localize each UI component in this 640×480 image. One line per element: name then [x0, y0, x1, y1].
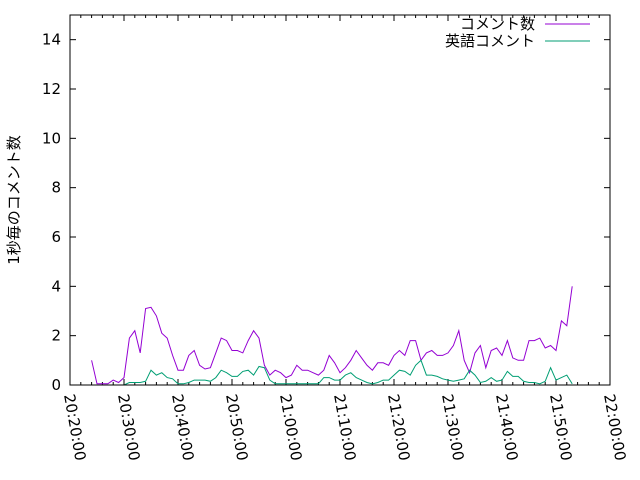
series-group [91, 286, 573, 386]
y-tick-label: 2 [51, 327, 61, 345]
x-tick-label: 21:30:00 [438, 393, 467, 462]
series-line-0 [91, 286, 573, 385]
legend-label-0: コメント数 [460, 15, 535, 33]
legend: コメント数 英語コメント [445, 15, 590, 50]
x-tick-label: 21:50:00 [546, 393, 575, 462]
y-tick-label: 10 [42, 129, 61, 147]
y-tick-label: 0 [51, 376, 61, 394]
y-tick-label: 14 [42, 31, 61, 49]
y-tick-label: 8 [51, 179, 61, 197]
x-tick-label: 22:00:00 [600, 393, 629, 462]
y-axis-label: 1秒毎のコメント数 [5, 135, 23, 265]
x-tick-label: 20:20:00 [60, 393, 89, 462]
x-tick-label: 21:10:00 [330, 393, 359, 462]
y-tick-label: 6 [51, 228, 61, 246]
x-tick-label: 21:40:00 [492, 393, 521, 462]
series-line-1 [91, 359, 573, 386]
y-tick-label: 12 [42, 80, 61, 98]
x-tick-label: 21:20:00 [384, 393, 413, 462]
x-tick-label: 20:50:00 [222, 393, 251, 462]
x-tick-label: 21:00:00 [276, 393, 305, 462]
y-axis: 0 2 4 6 8 10 12 14 [42, 31, 610, 394]
legend-label-1: 英語コメント [445, 32, 535, 50]
x-tick-label: 20:30:00 [114, 393, 143, 462]
x-axis: 20:20:00 20:30:00 20:40:00 20:50:00 21:00:00… [60, 15, 629, 462]
y-tick-label: 4 [51, 277, 61, 295]
x-tick-label: 20:40:00 [168, 393, 197, 462]
plot-border [69, 14, 611, 386]
